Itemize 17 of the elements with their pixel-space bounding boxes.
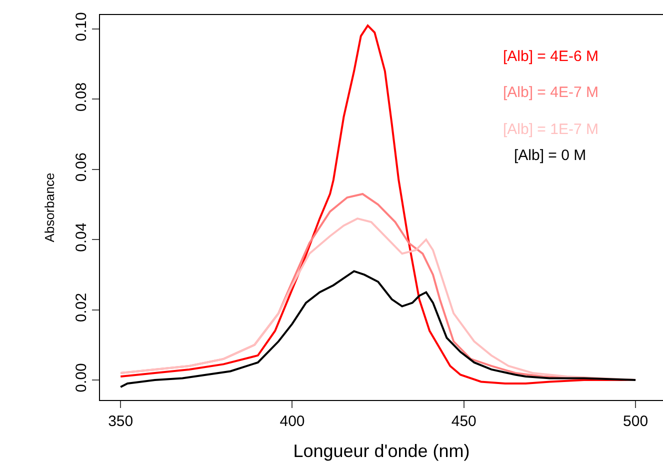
text: [Alb] = 4E-7 M (503, 84, 598, 101)
text: [Alb] = 4E-6 M (503, 48, 598, 65)
y-tick-label: 0.06 (73, 152, 90, 182)
x-tick-label: 350 (108, 413, 134, 430)
line-series (120, 270, 637, 388)
x-tick-label: 400 (280, 413, 305, 430)
y-tick-label: 0.10 (73, 12, 90, 42)
x-tick-label: 450 (451, 413, 476, 430)
x-axis-title: Longueur d'onde (nm) (293, 441, 470, 462)
text: [Alb] = 1E-7 M (503, 121, 598, 138)
y-tick-label: 0.00 (73, 363, 90, 392)
y-axis-title: Absorbance (42, 172, 57, 242)
text: [Alb] = 0 M (514, 147, 586, 164)
y-tick-label: 0.02 (73, 292, 90, 322)
y-tick-label: 0.04 (73, 222, 90, 252)
x-tick-label: 500 (623, 413, 648, 430)
y-tick-label: 0.08 (73, 82, 90, 112)
